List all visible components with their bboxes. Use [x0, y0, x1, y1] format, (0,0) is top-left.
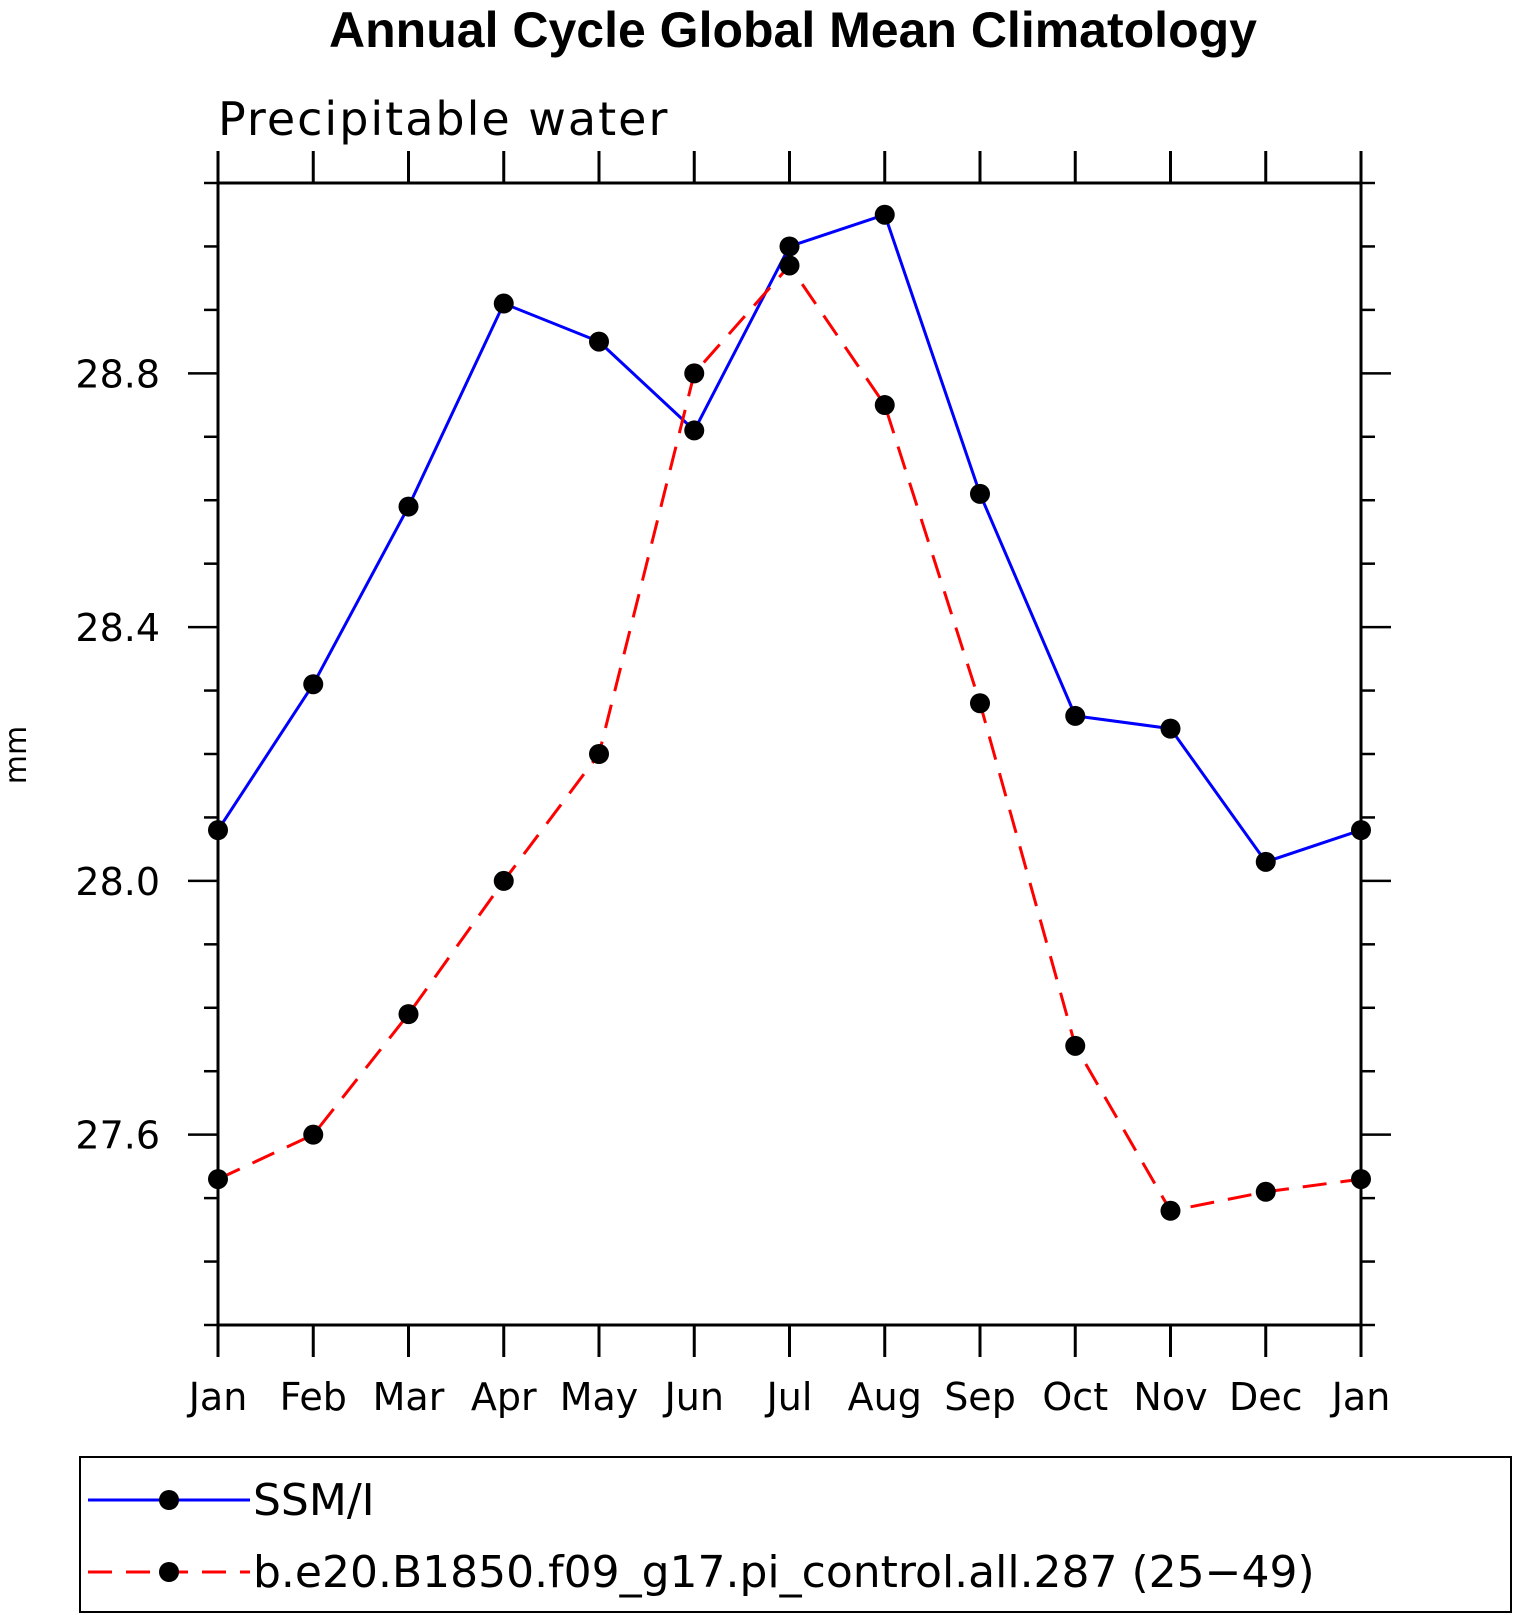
- series-0-point: [1065, 705, 1086, 726]
- series-0-point: [1160, 718, 1181, 739]
- series-1-point: [589, 744, 609, 764]
- y-axis-label: mm: [0, 726, 34, 784]
- series-line-1: [217, 264, 1362, 1213]
- series-1-point: [303, 1124, 324, 1145]
- chart-title: Annual Cycle Global Mean Climatology: [329, 2, 1257, 58]
- series-0-point: [208, 820, 228, 841]
- legend-box: [79, 1456, 1512, 1613]
- y-tick-labels: 27.6 28.0 28.4 28.8: [75, 352, 160, 1157]
- series-1-point: [1160, 1200, 1181, 1221]
- series-0-point: [970, 483, 990, 504]
- axis-ticks: [188, 151, 1391, 1357]
- series-0-point: [303, 674, 324, 695]
- series-1-point: [684, 363, 705, 384]
- series-1-point: [779, 255, 800, 276]
- series-0-point: [874, 204, 895, 225]
- legend-marker-ssmi: [159, 1490, 179, 1510]
- series-0-point: [589, 331, 609, 352]
- legend-marker-model: [159, 1562, 179, 1582]
- x-tick-label: Feb: [280, 1375, 347, 1419]
- series-0-point: [1255, 851, 1276, 872]
- y-tick-label: 28.8: [75, 352, 160, 396]
- series-0-point: [398, 496, 419, 517]
- x-tick-label: Apr: [471, 1375, 537, 1419]
- y-tick-label: 28.0: [75, 860, 160, 904]
- x-tick-label: Jan: [1330, 1375, 1391, 1419]
- series-1-point: [970, 693, 990, 714]
- series-1-point: [1255, 1181, 1276, 1202]
- x-tick-label: Sep: [944, 1375, 1016, 1419]
- series-0-point: [493, 293, 514, 314]
- x-tick-label: Oct: [1042, 1375, 1108, 1419]
- series-1-point: [1351, 1169, 1371, 1190]
- series-markers: [208, 204, 1371, 1221]
- y-tick-label: 27.6: [75, 1114, 160, 1158]
- chart-subtitle: Precipitable water: [218, 92, 669, 146]
- x-tick-label: Jan: [187, 1375, 248, 1419]
- series-1-point: [1065, 1035, 1086, 1056]
- legend-label-model: b.e20.B1850.f09_g17.pi_control.all.287 (…: [253, 1547, 1315, 1598]
- series-0-point: [684, 420, 705, 441]
- series-0-point: [779, 236, 800, 257]
- legend: SSM/I b.e20.B1850.f09_g17.pi_control.all…: [79, 1456, 1512, 1613]
- series-1-point: [493, 870, 514, 891]
- x-tick-label: Jul: [765, 1375, 813, 1419]
- series-1-point: [874, 395, 895, 416]
- series-1-point: [208, 1169, 228, 1190]
- series-line-0: [216, 213, 1362, 864]
- legend-label-ssmi: SSM/I: [253, 1475, 375, 1526]
- series-0-point: [1351, 820, 1371, 841]
- series-1-point: [398, 1004, 419, 1025]
- x-tick-label: Dec: [1229, 1375, 1303, 1419]
- x-tick-labels: Jan Feb Mar Apr May Jun Jul Aug Sep Oct Nov Dec Jan: [187, 1375, 1391, 1419]
- x-tick-label: Mar: [373, 1375, 445, 1419]
- y-tick-label: 28.4: [75, 606, 160, 650]
- x-tick-label: Jun: [663, 1375, 724, 1419]
- x-tick-label: Aug: [848, 1375, 922, 1419]
- series-lines: [216, 213, 1362, 1213]
- x-tick-label: Nov: [1133, 1375, 1207, 1419]
- x-tick-label: May: [560, 1375, 639, 1419]
